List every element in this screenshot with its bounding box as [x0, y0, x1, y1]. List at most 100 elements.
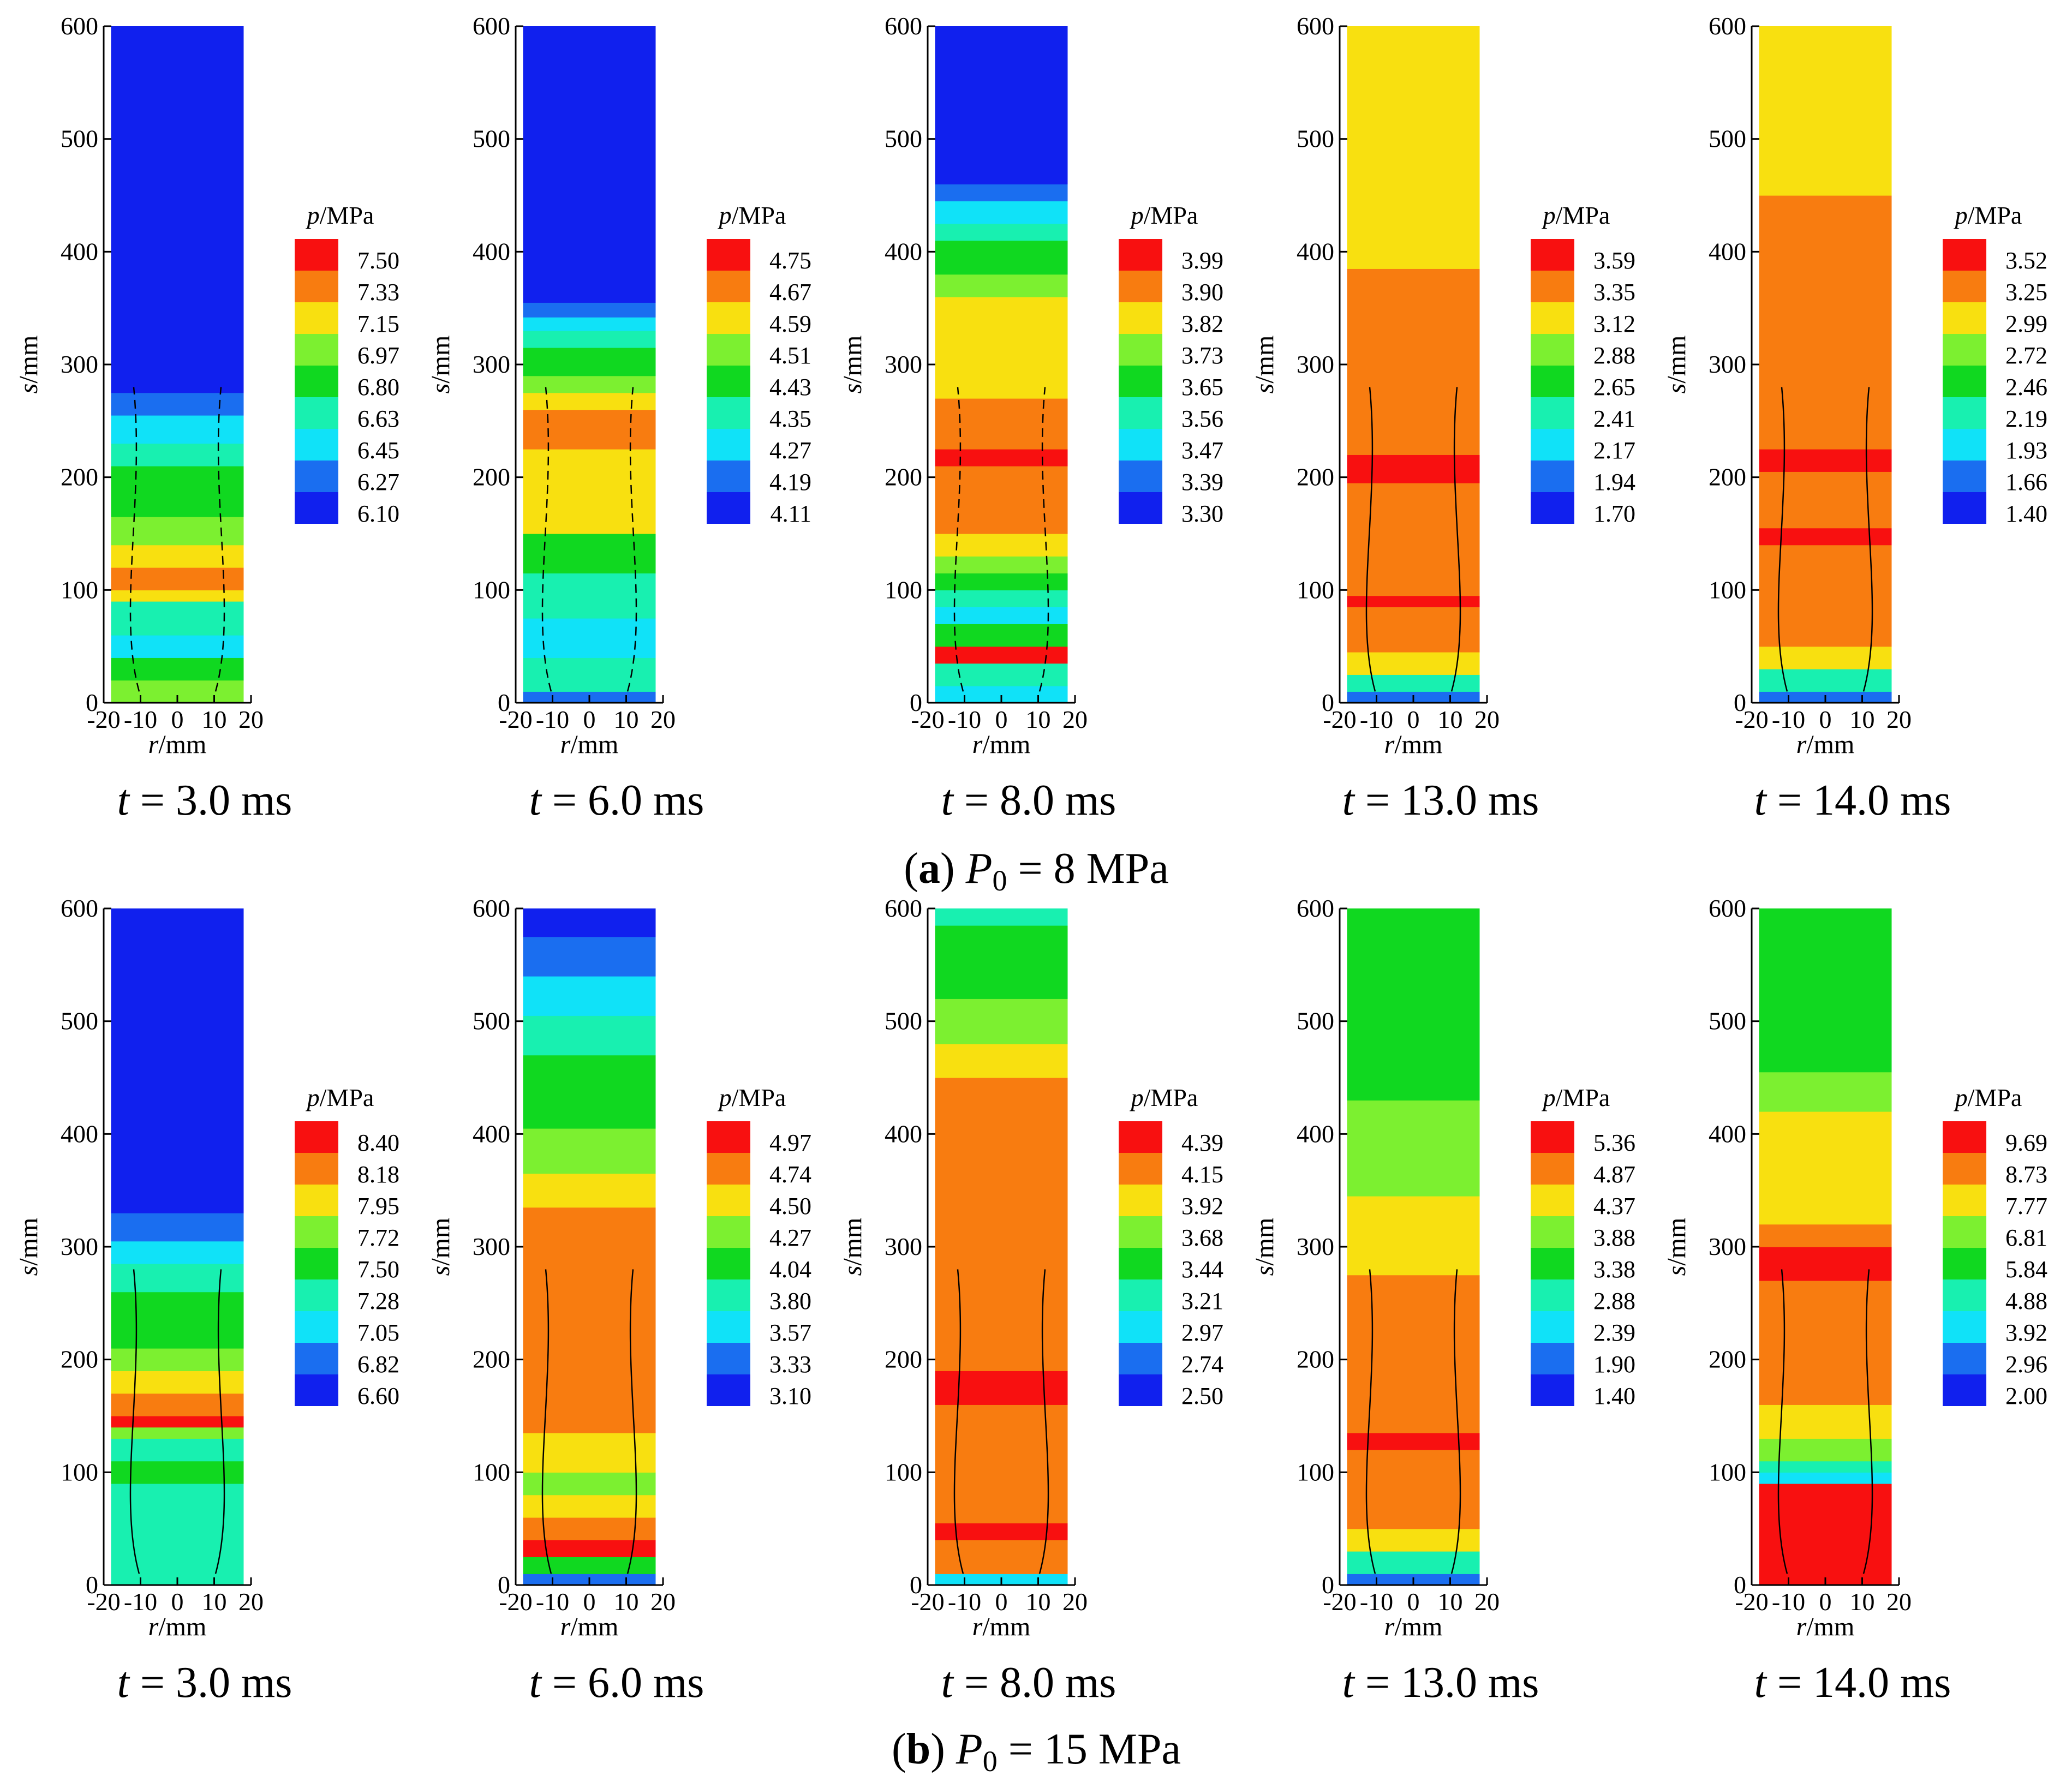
- legend-label-b4-0: 5.36: [1593, 1129, 1635, 1156]
- band-b2-3: [523, 1517, 656, 1540]
- band-a3-10: [935, 449, 1068, 467]
- legend-label-b5-4: 5.84: [2005, 1256, 2047, 1283]
- band-b5-6: [1759, 1281, 1892, 1405]
- legend-label-a1-5: 6.63: [357, 405, 399, 432]
- legend-label-b4-1: 4.87: [1593, 1161, 1635, 1188]
- band-b2-8: [523, 1173, 656, 1208]
- legend-label-a5-3: 2.72: [2005, 342, 2047, 369]
- band-b5-7: [1759, 1247, 1892, 1281]
- x-axis-label-a1: r/mm: [148, 730, 207, 759]
- legend-swatch-a2-6: [707, 429, 750, 461]
- legend-swatch-a5-1: [1943, 271, 1986, 302]
- band-b1-8: [111, 1291, 244, 1349]
- x-tick-label-b1-1: -10: [124, 1588, 157, 1616]
- y-tick-label-a5-5: 500: [1709, 125, 1746, 153]
- band-b1-12: [111, 908, 244, 1213]
- legend-swatch-b4-0: [1531, 1121, 1574, 1153]
- legend-label-a2-2: 4.59: [769, 310, 811, 337]
- y-tick-label-b5-6: 600: [1709, 894, 1746, 922]
- legend-label-b1-5: 7.28: [357, 1288, 399, 1314]
- legend-label-b1-8: 6.60: [357, 1383, 399, 1409]
- x-tick-label-a4-3: 10: [1438, 705, 1463, 733]
- y-tick-label-b4-4: 400: [1297, 1120, 1334, 1147]
- time-caption-value-b4: = 13.0 ms: [1354, 1659, 1539, 1707]
- y-tick-label-a5-0: 0: [1734, 689, 1746, 716]
- band-a2-12: [523, 302, 656, 318]
- row-captions: (a) P0 = 8 MPa (b) P0 = 15 MPa: [892, 845, 1181, 1776]
- legend-swatch-b3-8: [1119, 1374, 1162, 1406]
- band-a4-7: [1347, 268, 1480, 455]
- y-tick-label-b5-4: 400: [1709, 1120, 1746, 1147]
- band-b1-4: [111, 1416, 244, 1428]
- band-b1-6: [111, 1371, 244, 1394]
- x-tick-label-a2-4: 20: [650, 705, 676, 733]
- legend-label-a5-7: 1.66: [2005, 469, 2047, 495]
- y-tick-label-a4-6: 600: [1297, 12, 1334, 40]
- band-b5-1: [1759, 1484, 1892, 1523]
- x-tick-label-a1-1: -10: [124, 705, 157, 733]
- x-tick-label-a2-1: -10: [536, 705, 569, 733]
- band-a4-8: [1347, 26, 1480, 269]
- band-b4-4: [1347, 1433, 1480, 1450]
- x-tick-label-a5-1: -10: [1772, 705, 1805, 733]
- legend-swatch-a2-4: [707, 366, 750, 397]
- legend-swatch-a1-7: [295, 461, 338, 492]
- band-b5-4: [1759, 1438, 1892, 1462]
- x-axis-label-a5: r/mm: [1796, 730, 1855, 759]
- legend-label-b4-5: 2.88: [1593, 1288, 1635, 1314]
- x-tick-label-b4-0: -20: [1323, 1588, 1356, 1616]
- legend-label-a1-4: 6.80: [357, 374, 399, 400]
- y-tick-label-b2-6: 600: [473, 894, 510, 922]
- legend-title-b4: p/MPa: [1542, 1084, 1610, 1111]
- y-tick-label-a4-2: 200: [1297, 463, 1334, 491]
- band-a1-10: [111, 443, 244, 467]
- x-tick-label-b3-1: -10: [948, 1588, 981, 1616]
- legend-label-a5-0: 3.52: [2005, 247, 2047, 274]
- row-caption-letter-b: b: [906, 1725, 931, 1773]
- legend-title-a1: p/MPa: [306, 201, 374, 229]
- y-axis-var-a1: s: [14, 384, 43, 394]
- band-b4-8: [1347, 993, 1480, 1101]
- legend-label-a3-3: 3.73: [1181, 342, 1223, 369]
- y-axis-unit-b4: /mm: [1250, 1218, 1279, 1266]
- band-a4-1: [1347, 674, 1480, 692]
- legend-swatch-b4-5: [1531, 1279, 1574, 1311]
- legend-label-b1-1: 8.18: [357, 1161, 399, 1188]
- legend-label-b2-6: 3.57: [769, 1319, 811, 1346]
- legend-label-b5-2: 7.77: [2005, 1193, 2047, 1219]
- band-a5-5: [1759, 471, 1892, 529]
- x-axis-unit-a4: /mm: [1394, 730, 1442, 759]
- band-b3-4: [935, 1371, 1068, 1405]
- legend-label-a4-0: 3.59: [1593, 247, 1635, 274]
- row-caption-value-b: = 15 MPa: [998, 1725, 1181, 1773]
- y-axis-unit-a4: /mm: [1250, 336, 1279, 384]
- band-b1-3: [111, 1427, 244, 1439]
- legend-swatch-a4-7: [1531, 461, 1574, 492]
- legend-swatch-b3-1: [1119, 1153, 1162, 1185]
- y-tick-label-b1-2: 200: [61, 1346, 98, 1373]
- band-b4-7: [1347, 1100, 1480, 1197]
- legend-swatch-a3-4: [1119, 366, 1162, 397]
- legend-swatch-b5-7: [1943, 1343, 1986, 1374]
- y-axis-var-b4: s: [1250, 1266, 1279, 1276]
- band-a1-5: [111, 567, 244, 590]
- time-caption-value-b2: = 6.0 ms: [541, 1659, 704, 1707]
- band-b1-7: [111, 1348, 244, 1371]
- legend-swatch-b4-3: [1531, 1216, 1574, 1248]
- legend-title-unit-a2: /MPa: [732, 201, 786, 229]
- legend-label-a1-6: 6.45: [357, 437, 399, 464]
- legend-title-unit-b1: /MPa: [320, 1084, 374, 1111]
- band-a1-6: [111, 545, 244, 568]
- legend-label-b5-1: 8.73: [2005, 1161, 2047, 1188]
- legend-label-a5-8: 1.40: [2005, 500, 2047, 527]
- legend-swatch-b4-8: [1531, 1374, 1574, 1406]
- band-a2-1: [523, 657, 656, 692]
- legend-title-unit-b2: /MPa: [732, 1084, 786, 1111]
- band-a3-4: [935, 607, 1068, 624]
- x-axis-label-b4: r/mm: [1384, 1612, 1443, 1641]
- y-tick-label-b3-1: 100: [885, 1458, 922, 1486]
- band-a3-11: [935, 398, 1068, 450]
- y-tick-label-b1-5: 500: [61, 1007, 98, 1035]
